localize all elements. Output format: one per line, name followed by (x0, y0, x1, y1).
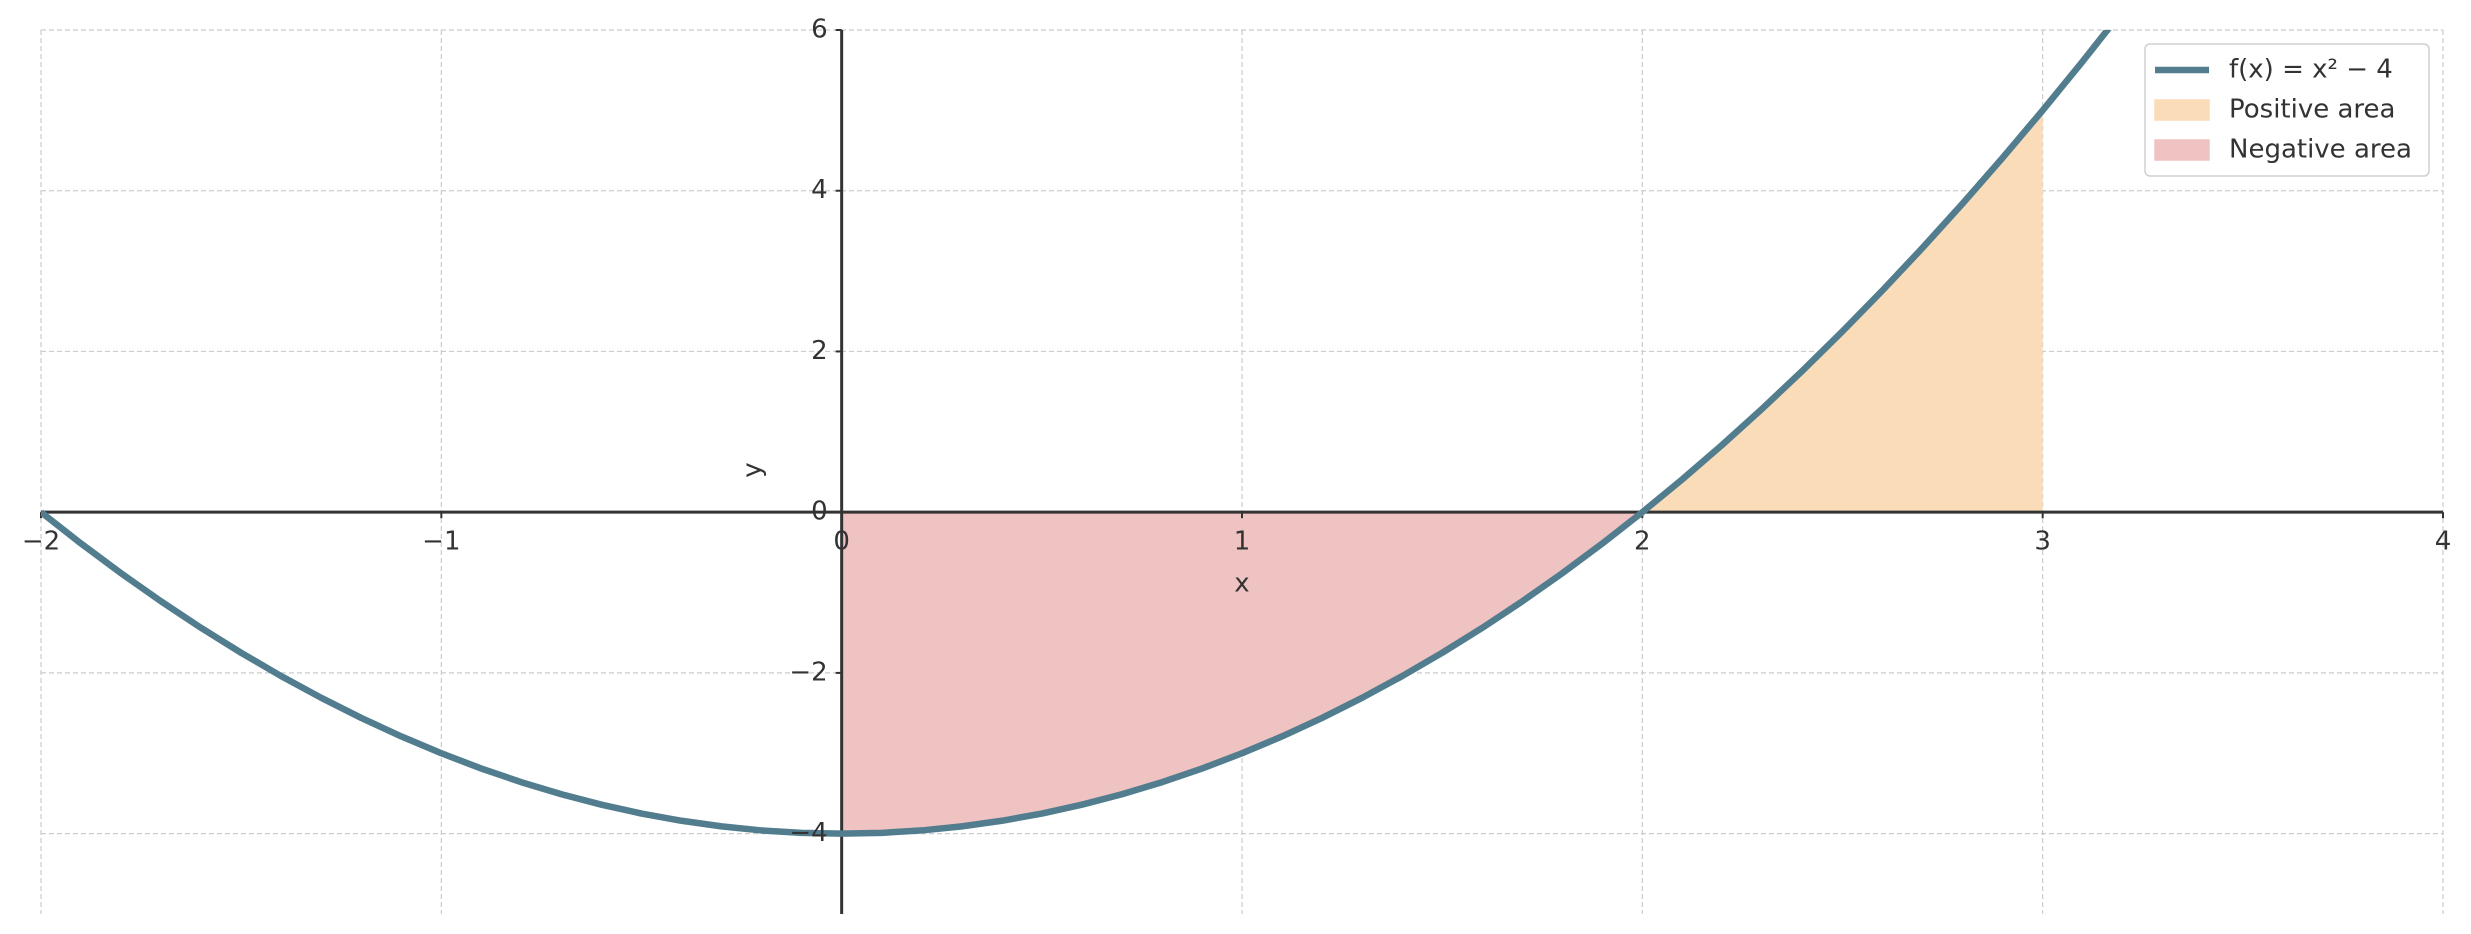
x-tick-label: 4 (2435, 527, 2452, 557)
y-tick-label: 4 (811, 175, 828, 205)
x-tick-label: 2 (1634, 527, 1651, 557)
area (841, 512, 1643, 834)
legend-label: Negative area (2229, 135, 2412, 165)
y-tick-label: 0 (811, 497, 828, 527)
legend-swatch (2154, 99, 2210, 121)
x-tick-label: 1 (1234, 527, 1251, 557)
x-axis-label: x (1234, 569, 1249, 599)
y-axis-label: y (738, 462, 768, 477)
y-tick-label: −4 (789, 818, 827, 848)
y-tick-label: −2 (789, 657, 827, 687)
y-tick-label: 6 (811, 15, 828, 45)
legend-label: f(x) = x² − 4 (2229, 55, 2393, 85)
legend: f(x) = x² − 4 Positive area Negative area (2144, 43, 2430, 177)
legend-swatch (2154, 139, 2210, 161)
x-tick-label: 0 (833, 527, 850, 557)
fills (841, 110, 2043, 834)
area (1642, 110, 2043, 513)
labels: −2 −1 0 1 2 3 4 −4 −2 0 2 4 6 (22, 15, 2451, 849)
line (41, 30, 2112, 837)
x-tick-label: 3 (2034, 527, 2051, 557)
legend-box (2144, 43, 2430, 177)
lines (41, 30, 2112, 837)
x-tick-label: −1 (422, 527, 460, 557)
axes (40, 29, 2444, 914)
x-tick-label: −2 (22, 527, 60, 557)
y-tick-label: 2 (811, 336, 828, 366)
grid (40, 29, 2444, 914)
legend-label: Positive area (2229, 95, 2395, 125)
